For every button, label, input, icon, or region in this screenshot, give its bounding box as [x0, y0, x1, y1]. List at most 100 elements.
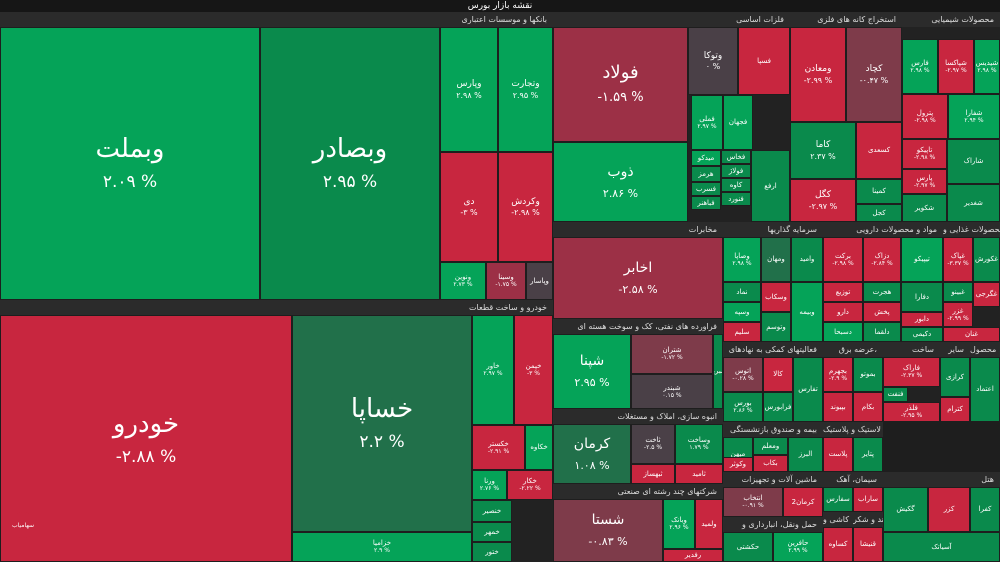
- sector-header[interactable]: عرضه برق،: [823, 342, 883, 357]
- stock-tile[interactable]: کسعدی: [856, 122, 902, 179]
- stock-tile[interactable]: شستا -۰.۸۳ %: [553, 499, 663, 562]
- stock-tile[interactable]: بکاب: [753, 455, 788, 472]
- sector-header[interactable]: انبوه سازی، املاک و مستغلات: [553, 409, 723, 424]
- stock-tile[interactable]: غگرجی: [973, 282, 1000, 307]
- stock-tile[interactable]: وامید: [791, 237, 823, 282]
- stock-tile[interactable]: پتایر: [853, 437, 883, 472]
- stock-tile[interactable]: خکستر -۲.۹۱ %: [472, 425, 525, 470]
- stock-tile[interactable]: سلیم: [723, 322, 761, 342]
- stock-tile[interactable]: رفدیر: [663, 549, 723, 562]
- stock-tile[interactable]: فسپا: [738, 27, 790, 95]
- sector-header[interactable]: شرکتهای چند رشته ای صنعتی: [553, 484, 723, 499]
- stock-tile[interactable]: پترول -۲.۹۸ %: [902, 94, 948, 139]
- stock-tile[interactable]: وبصادر ۲.۹۵ %: [260, 27, 440, 300]
- sector-header[interactable]: بیمه و صندوق بازنشستگی: [723, 422, 823, 437]
- sector-header[interactable]: فعالیتهای کمکی به نهادهای: [723, 342, 823, 357]
- stock-tile[interactable]: سفارس: [823, 487, 853, 512]
- stock-tile[interactable]: خاور ۲.۹۷ %: [472, 315, 514, 425]
- stock-tile[interactable]: وتوسم: [761, 312, 791, 342]
- stock-tile[interactable]: دسبحا: [823, 322, 863, 342]
- stock-tile[interactable]: ومعادن -۲.۹۹ %: [790, 27, 846, 122]
- stock-tile[interactable]: ثاخت -۲.۵ %: [631, 424, 675, 464]
- stock-tile[interactable]: خودرو -۲.۸۸ %: [0, 315, 292, 562]
- stock-tile[interactable]: ومهان: [761, 237, 791, 282]
- sector-header[interactable]: هتل: [883, 472, 1000, 487]
- stock-tile[interactable]: دارو: [823, 302, 863, 322]
- stock-tile[interactable]: کمینا: [856, 179, 902, 204]
- stock-tile[interactable]: کجل: [856, 204, 902, 222]
- sector-header[interactable]: فراورده های نفتی، کک و سوخت هسته ای: [553, 319, 723, 334]
- stock-tile[interactable]: خنصیر: [472, 500, 512, 522]
- stock-tile[interactable]: فارس ۲.۹۸ %: [902, 39, 938, 94]
- stock-tile[interactable]: بورس ۲.۸۶ %: [723, 392, 763, 422]
- stock-tile[interactable]: ورنا ۲.۷۶ %: [472, 470, 507, 500]
- stock-tile[interactable]: وساخت ۱.۷۹ %: [675, 424, 723, 464]
- stock-tile[interactable]: دزاک -۲.۸۴ %: [863, 237, 901, 282]
- stock-tile[interactable]: وبملت ۲.۰۹ %: [0, 27, 260, 300]
- stock-tile[interactable]: خکار -۲.۲۲ %: [507, 470, 553, 500]
- stock-tile[interactable]: دابور: [901, 312, 943, 327]
- stock-tile[interactable]: شبریز: [713, 334, 723, 409]
- stock-tile[interactable]: کرمان2: [783, 487, 823, 517]
- stock-tile[interactable]: بپیوند: [823, 392, 853, 422]
- stock-tile[interactable]: میدکو: [691, 150, 721, 166]
- stock-tile[interactable]: کرمان ۱.۰۸ %: [553, 424, 631, 484]
- sector-header[interactable]: سایر: [940, 342, 970, 357]
- sector-header[interactable]: سرمایه گذاریها: [723, 222, 823, 237]
- stock-tile[interactable]: وکوثر: [723, 457, 753, 472]
- sector-header[interactable]: فلزات اساسی: [553, 12, 790, 27]
- stock-tile[interactable]: وبانک ۲.۹۶ %: [663, 499, 695, 549]
- stock-tile[interactable]: کگل -۲.۹۷ %: [790, 179, 856, 222]
- stock-tile[interactable]: وکردش -۲.۹۸ %: [498, 152, 553, 262]
- stock-tile[interactable]: فاراک -۲.۳۷ %: [883, 357, 940, 387]
- stock-tile[interactable]: پخش: [863, 302, 901, 322]
- stock-tile[interactable]: کاوه: [721, 178, 751, 192]
- stock-tile[interactable]: البرز: [788, 437, 823, 472]
- stock-tile[interactable]: ذوب ۲.۸۶ %: [553, 142, 688, 222]
- stock-tile[interactable]: کرازی: [940, 357, 970, 397]
- stock-tile[interactable]: وصاپا ۲.۹۸ %: [723, 237, 761, 282]
- stock-tile[interactable]: وپارس ۲.۹۸ %: [440, 27, 498, 152]
- stock-tile[interactable]: وسپه: [723, 302, 761, 322]
- stock-tile[interactable]: کاما ۲.۳۷ %: [790, 122, 856, 179]
- stock-tile[interactable]: غنان: [943, 327, 1000, 342]
- stock-tile[interactable]: انتخاب -۰.۹۱ %: [723, 487, 783, 517]
- stock-tile[interactable]: ونوین ۲.۷۳ %: [440, 262, 486, 300]
- stock-tile[interactable]: شیدیس ۲.۹۸ %: [974, 39, 1000, 94]
- stock-tile[interactable]: شپاکسا -۲.۹۷ %: [938, 39, 974, 94]
- stock-tile[interactable]: غپاک -۳.۳۷ %: [943, 237, 973, 282]
- stock-tile[interactable]: کفرا: [970, 487, 1000, 532]
- sector-header[interactable]: استخراج کانه های فلزی: [790, 12, 902, 27]
- stock-tile[interactable]: دکیمی: [901, 327, 943, 342]
- stock-tile[interactable]: ثامید: [675, 464, 723, 484]
- stock-tile[interactable]: شاراک: [947, 139, 1000, 184]
- stock-tile[interactable]: نماد: [723, 282, 761, 302]
- sector-header[interactable]: خودرو و ساخت قطعات: [0, 300, 553, 315]
- stock-tile[interactable]: هجرت: [863, 282, 901, 302]
- stock-tile[interactable]: فرابورس: [763, 392, 793, 422]
- stock-tile[interactable]: تاپیکو -۲.۹۸ %: [902, 139, 947, 169]
- stock-tile[interactable]: فباهنر: [691, 196, 721, 210]
- stock-tile[interactable]: کزر: [928, 487, 970, 532]
- stock-tile[interactable]: شغدیر: [947, 184, 1000, 222]
- stock-tile[interactable]: فنورد: [721, 192, 751, 206]
- stock-tile[interactable]: کچاد -۰.۴۷ %: [846, 27, 902, 122]
- stock-tile[interactable]: ساراب: [853, 487, 883, 512]
- stock-tile[interactable]: اتوس -۰.۲۸ %: [723, 357, 763, 392]
- stock-tile[interactable]: هرمز: [691, 166, 721, 182]
- sector-header[interactable]: لاستیک و پلاستیک: [823, 422, 883, 437]
- sector-header[interactable]: حمل ونقل، انبارداری و: [723, 517, 823, 532]
- stock-tile[interactable]: فلذر -۲.۹۵ %: [883, 402, 940, 422]
- stock-tile[interactable]: ومعلم: [753, 437, 788, 455]
- stock-tile[interactable]: شفارا ۲.۹۴ %: [948, 94, 1000, 139]
- stock-tile[interactable]: وتوکا ۰ %: [688, 27, 738, 95]
- stock-tile[interactable]: وسینا -۱.۷۵ %: [486, 262, 526, 300]
- sector-header[interactable]: ماشین آلات و تجهیزات: [723, 472, 823, 487]
- stock-tile[interactable]: بموتو: [853, 357, 883, 392]
- stock-tile[interactable]: فنفت: [883, 387, 908, 402]
- sector-header[interactable]: سیمان، آهک: [823, 472, 883, 487]
- stock-tile[interactable]: آسیاتک: [883, 532, 1000, 562]
- stock-tile[interactable]: ختور: [472, 542, 512, 562]
- stock-tile[interactable]: ثبهساز: [631, 464, 675, 484]
- stock-tile[interactable]: شبندر ۰.۱۵ %: [631, 374, 713, 409]
